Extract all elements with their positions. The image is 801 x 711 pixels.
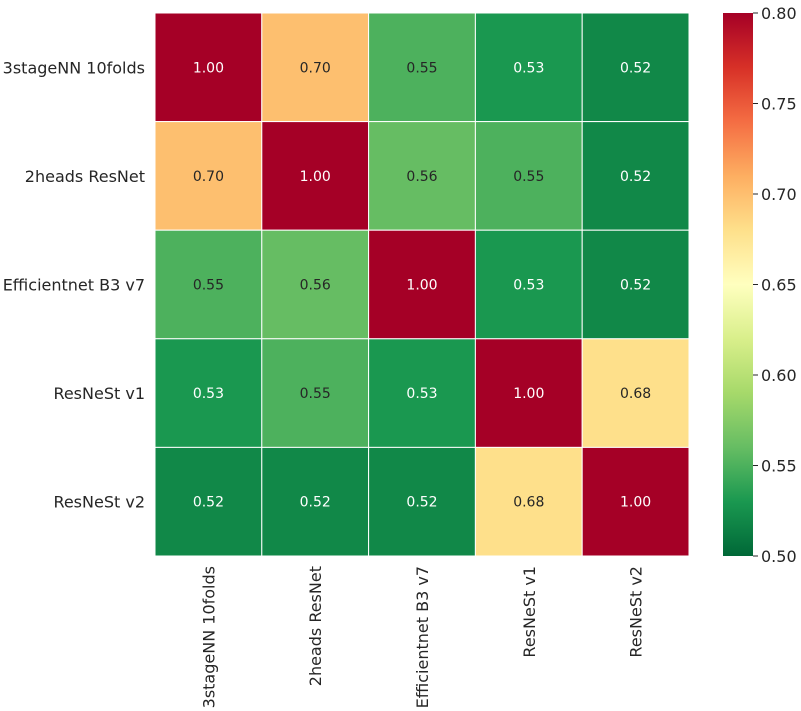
y-axis-tick-labels: 3stageNN 10folds 2heads ResNet Efficientne… — [3, 58, 145, 511]
heatmap-cell — [154, 338, 263, 448]
cell-value-label: 0.55 — [300, 386, 331, 402]
x-tick-label: 2heads ResNet — [306, 566, 325, 686]
cell-value-label: 1.00 — [193, 60, 224, 76]
heatmap-cell — [154, 121, 263, 231]
heatmap-cell — [368, 338, 476, 448]
heatmap-cell — [261, 12, 370, 123]
colorbar-tick-label: 0.65 — [761, 276, 797, 295]
colorbar-tick-label: 0.70 — [761, 185, 797, 204]
y-tick-label: 2heads ResNet — [25, 167, 145, 186]
heatmap-cells — [154, 12, 690, 557]
cell-value-label: 0.68 — [513, 495, 544, 511]
heatmap-cell — [581, 229, 690, 340]
cell-value-label: 0.52 — [300, 495, 331, 511]
heatmap-cell — [581, 12, 690, 123]
heatmap-cell — [368, 229, 476, 340]
heatmap-cell — [474, 12, 583, 123]
heatmap-cell — [474, 338, 583, 448]
cell-value-label: 0.55 — [193, 278, 224, 294]
cell-value-label: 0.70 — [193, 169, 224, 185]
heatmap-cell — [261, 338, 370, 448]
colorbar-tick-label: 0.60 — [761, 366, 797, 385]
colorbar-tick-label: 0.75 — [761, 95, 797, 114]
colorbar-tick-label: 0.80 — [761, 4, 797, 23]
y-tick-label: ResNeSt v2 — [53, 493, 145, 512]
cell-value-label: 0.52 — [406, 495, 437, 511]
y-tick-label: 3stageNN 10folds — [3, 58, 145, 77]
cell-value-label: 0.53 — [406, 386, 437, 402]
y-tick-label: Efficientnet B3 v7 — [3, 276, 145, 295]
heatmap-cell — [368, 12, 476, 123]
heatmap-cell — [474, 229, 583, 340]
cell-value-label: 1.00 — [300, 169, 331, 185]
heatmap-cell — [581, 121, 690, 231]
cell-value-label: 0.55 — [406, 60, 437, 76]
cell-value-label: 0.52 — [620, 169, 651, 185]
cell-value-label: 1.00 — [620, 495, 651, 511]
colorbar: 0.50 0.55 0.60 0.65 0.70 0.75 0.80 — [723, 4, 797, 566]
heatmap-cell-labels: 1.00 0.70 0.55 0.53 0.52 0.70 1.00 0.56 0.55 0.52… — [193, 60, 651, 510]
cell-value-label: 1.00 — [513, 386, 544, 402]
cell-value-label: 0.53 — [513, 278, 544, 294]
x-axis-tick-labels: 3stageNN 10folds 2heads ResNet Efficientne… — [199, 566, 645, 708]
heatmap-cell — [261, 446, 370, 557]
x-tick-label: ResNeSt v2 — [627, 566, 646, 658]
heatmap-cell — [261, 229, 370, 340]
cell-value-label: 0.53 — [193, 386, 224, 402]
cell-value-label: 0.52 — [620, 278, 651, 294]
cell-value-label: 0.53 — [513, 60, 544, 76]
colorbar-gradient — [723, 13, 753, 556]
cell-value-label: 0.56 — [406, 169, 437, 185]
colorbar-tick-label: 0.55 — [761, 457, 797, 476]
cell-value-label: 1.00 — [406, 278, 437, 294]
cell-value-label: 0.70 — [300, 60, 331, 76]
colorbar-tick-label: 0.50 — [761, 547, 797, 566]
heatmap-cell — [368, 121, 476, 231]
heatmap-cell — [154, 446, 263, 557]
cell-value-label: 0.68 — [620, 386, 651, 402]
heatmap-cell — [581, 338, 690, 448]
heatmap-cell — [581, 446, 690, 557]
x-tick-label: Efficientnet B3 v7 — [413, 566, 432, 708]
y-tick-label: ResNeSt v1 — [53, 384, 145, 403]
heatmap-cell — [368, 446, 476, 557]
x-tick-label: 3stageNN 10folds — [199, 566, 218, 708]
x-tick-label: ResNeSt v1 — [520, 566, 539, 658]
heatmap-cell — [154, 12, 263, 123]
cell-value-label: 0.52 — [620, 60, 651, 76]
cell-value-label: 0.52 — [193, 495, 224, 511]
cell-value-label: 0.56 — [300, 278, 331, 294]
cell-value-label: 0.55 — [513, 169, 544, 185]
